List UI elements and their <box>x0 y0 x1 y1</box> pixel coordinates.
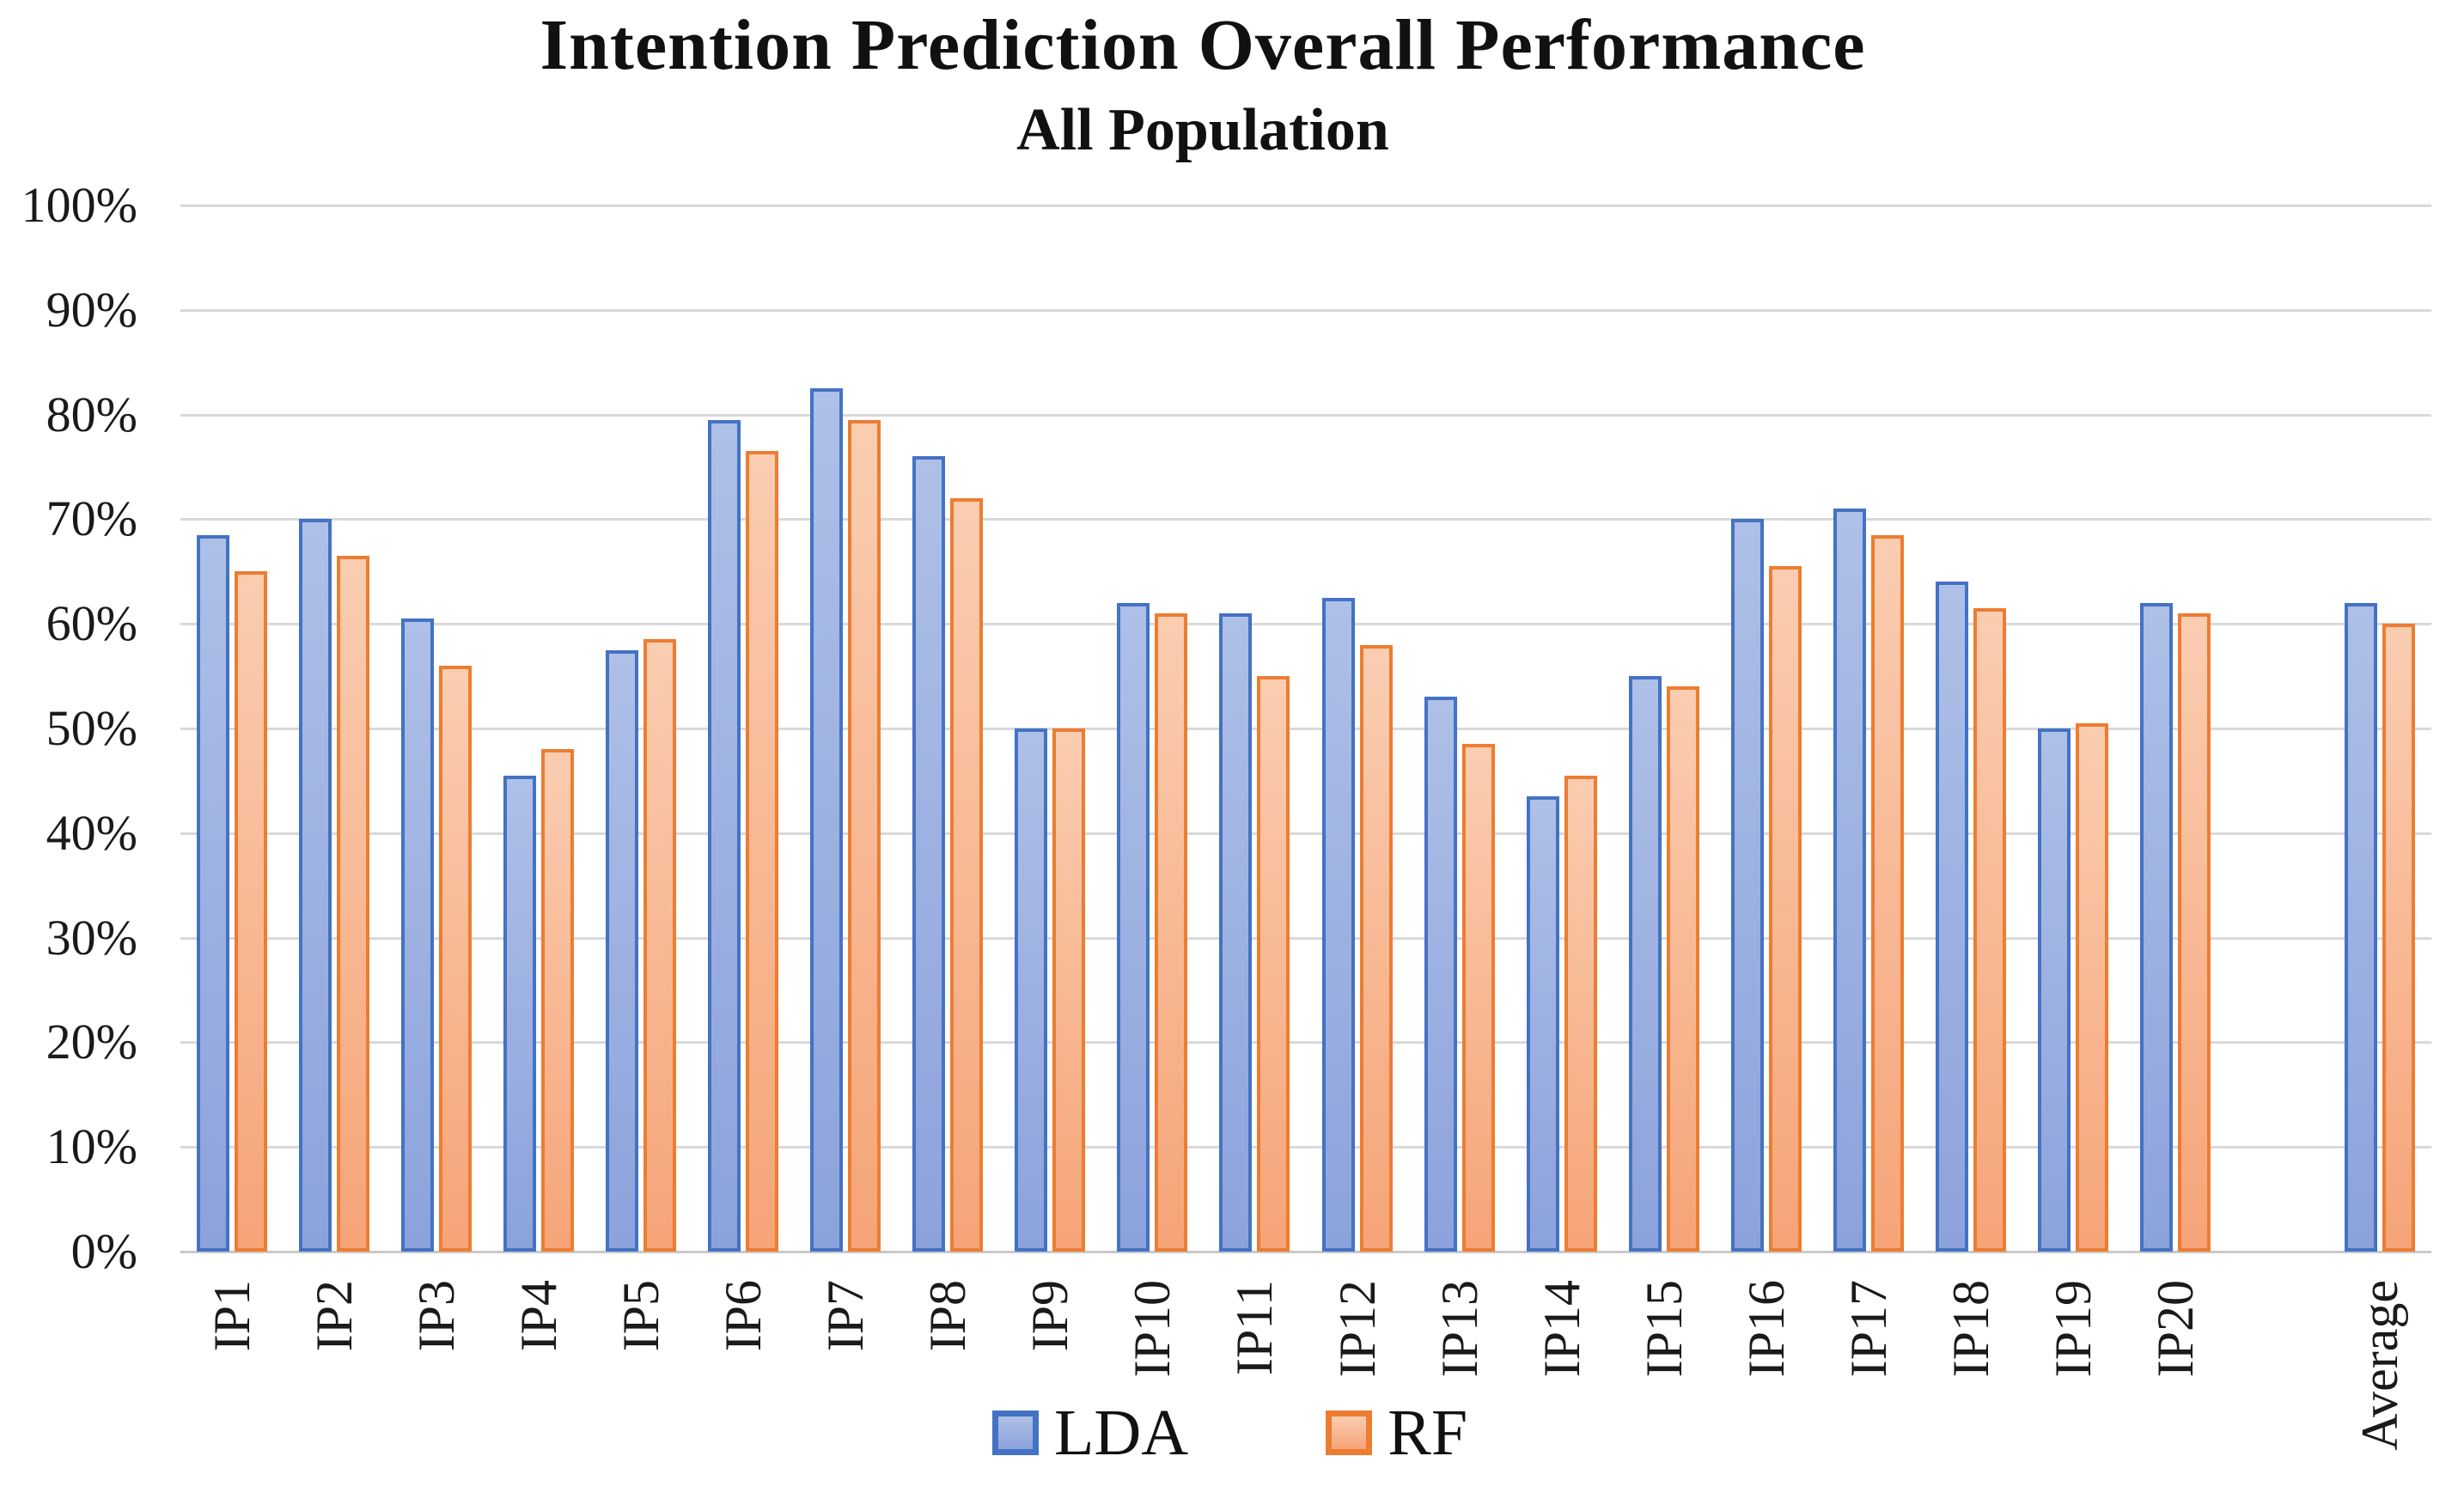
plot-area <box>180 204 2431 1253</box>
bar-ip16-rf <box>1768 566 1802 1252</box>
rf-swatch-icon <box>1326 1410 1373 1455</box>
bar-ip7-lda <box>810 388 844 1252</box>
x-tick-label-ip10: IP10 <box>1124 1280 1181 1378</box>
bar-ip15-lda <box>1628 676 1662 1252</box>
y-tick-label: 20% <box>46 1014 137 1070</box>
bar-ip8-lda <box>912 456 946 1252</box>
chart-subtitle: All Population <box>1016 97 1389 163</box>
chart-title: Intention Prediction Overall Performance <box>540 5 1866 85</box>
y-tick-label: 0% <box>70 1223 137 1279</box>
x-tick-label-ip1: IP1 <box>203 1280 260 1352</box>
x-tick-label-ip4: IP4 <box>509 1280 567 1352</box>
bar-ip3-lda <box>400 618 434 1252</box>
x-tick-label-ip3: IP3 <box>407 1280 465 1352</box>
bar-average-lda <box>2345 602 2378 1252</box>
gridline <box>180 1146 2431 1149</box>
gridline <box>180 936 2431 940</box>
bar-ip6-rf <box>746 451 778 1252</box>
y-axis-labels: 0% 10% 20% 30% 40% 50% 60% 70% 80% 90% 100% <box>0 0 142 1511</box>
bar-ip14-lda <box>1526 796 1559 1252</box>
y-tick-label: 40% <box>46 804 137 861</box>
legend-label-lda: LDA <box>1054 1397 1189 1469</box>
x-tick-label-ip2: IP2 <box>305 1280 363 1352</box>
bar-ip9-lda <box>1015 728 1048 1252</box>
bar-ip4-rf <box>540 749 574 1252</box>
bar-ip18-rf <box>1973 607 2007 1252</box>
gridline <box>180 204 2431 207</box>
bar-ip1-lda <box>196 534 229 1252</box>
gridline <box>180 413 2431 417</box>
x-tick-label-ip20: IP20 <box>2147 1280 2205 1378</box>
x-tick-label-ip15: IP15 <box>1635 1280 1692 1378</box>
y-tick-label: 10% <box>46 1118 137 1175</box>
bar-ip5-rf <box>643 639 676 1252</box>
y-tick-label: 60% <box>46 595 137 652</box>
gridline <box>180 518 2431 521</box>
bar-ip11-lda <box>1219 613 1253 1252</box>
x-tick-label-ip9: IP9 <box>1022 1280 1079 1352</box>
x-tick-label-ip5: IP5 <box>612 1280 669 1352</box>
bar-ip19-rf <box>2076 722 2109 1252</box>
bar-ip18-lda <box>1936 582 1969 1252</box>
bar-ip10-rf <box>1155 613 1188 1252</box>
x-tick-label-ip13: IP13 <box>1430 1280 1488 1378</box>
bar-ip10-lda <box>1117 602 1150 1252</box>
x-tick-label-ip19: IP19 <box>2045 1280 2102 1378</box>
x-tick-label-ip14: IP14 <box>1533 1280 1590 1378</box>
bar-ip7-rf <box>848 419 881 1252</box>
bar-ip17-rf <box>1871 534 1904 1252</box>
bar-ip13-lda <box>1424 697 1457 1252</box>
x-axis-line <box>180 1251 2431 1253</box>
bar-ip9-rf <box>1052 728 1086 1252</box>
gridline <box>180 308 2431 312</box>
bar-ip1-rf <box>234 571 267 1252</box>
gridline <box>180 728 2431 730</box>
bar-ip12-lda <box>1321 597 1355 1252</box>
bar-ip20-lda <box>2140 602 2174 1252</box>
y-tick-label: 80% <box>46 386 137 442</box>
bar-ip4-lda <box>503 775 536 1252</box>
bar-ip2-rf <box>336 556 369 1252</box>
bar-ip12-rf <box>1359 644 1393 1252</box>
y-tick-label: 100% <box>21 177 137 233</box>
legend-label-rf: RF <box>1388 1397 1468 1469</box>
bar-ip3-rf <box>438 665 472 1252</box>
y-tick-label: 90% <box>46 281 137 338</box>
bar-ip17-lda <box>1833 509 1866 1252</box>
x-tick-label-ip8: IP8 <box>919 1280 977 1352</box>
legend-item-rf: RF <box>1326 1400 1467 1465</box>
legend: LDA RF <box>992 1400 1467 1465</box>
bar-ip15-rf <box>1666 686 1699 1252</box>
x-tick-label-ip16: IP16 <box>1737 1280 1795 1378</box>
lda-swatch-icon <box>992 1410 1039 1455</box>
gridline <box>180 832 2431 835</box>
bar-ip19-lda <box>2038 728 2071 1252</box>
bar-ip2-lda <box>298 519 332 1252</box>
bar-ip6-lda <box>708 419 741 1252</box>
y-tick-label: 50% <box>46 700 137 756</box>
bar-ip8-rf <box>950 498 984 1252</box>
legend-item-lda: LDA <box>992 1400 1188 1465</box>
x-tick-label-ip11: IP11 <box>1226 1280 1284 1376</box>
x-tick-label-ip6: IP6 <box>715 1280 772 1352</box>
bar-ip13-rf <box>1461 744 1495 1252</box>
bar-ip11-rf <box>1257 676 1290 1252</box>
y-tick-label: 30% <box>46 909 137 966</box>
y-tick-label: 70% <box>46 490 137 547</box>
gridline <box>180 623 2431 626</box>
bar-ip14-rf <box>1564 775 1597 1252</box>
bar-ip5-lda <box>605 649 638 1252</box>
x-tick-label-ip12: IP12 <box>1328 1280 1386 1378</box>
bar-ip20-rf <box>2178 613 2211 1252</box>
x-tick-label-average: Average <box>2351 1280 2409 1451</box>
bar-average-rf <box>2382 624 2416 1252</box>
gridline <box>180 1041 2431 1045</box>
bar-ip16-lda <box>1730 519 1764 1252</box>
x-tick-label-ip7: IP7 <box>817 1280 875 1352</box>
x-tick-label-ip18: IP18 <box>1943 1280 2000 1378</box>
x-tick-label-ip17: IP17 <box>1840 1280 1897 1378</box>
